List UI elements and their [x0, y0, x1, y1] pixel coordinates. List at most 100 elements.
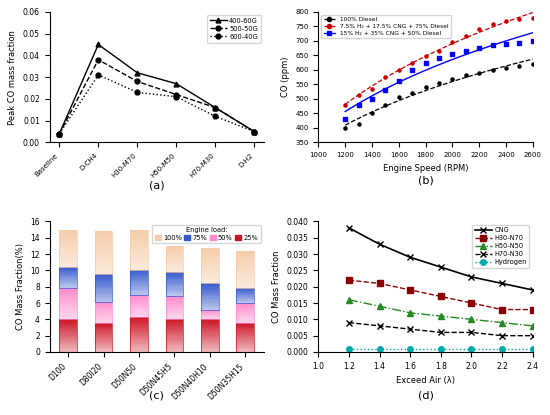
Bar: [201, 258, 219, 260]
Point: [381, 74, 390, 81]
Bar: [95, 351, 113, 352]
Bar: [130, 310, 148, 311]
Bar: [95, 300, 113, 301]
Y-axis label: Peak CO mass fraction: Peak CO mass fraction: [8, 30, 18, 124]
Bar: [130, 283, 148, 285]
H50-N50: [407, 310, 414, 315]
Bar: [59, 232, 77, 233]
Bar: [166, 263, 183, 264]
Bar: [130, 234, 148, 236]
Bar: [166, 330, 183, 331]
H30-N70: [376, 281, 383, 286]
Bar: [166, 290, 183, 291]
Title: (d): (d): [417, 391, 433, 400]
Bar: [59, 297, 77, 299]
Bar: [236, 350, 254, 351]
Point: [448, 51, 456, 57]
Bar: [59, 347, 77, 348]
Bar: [59, 299, 77, 300]
CNG: [530, 288, 536, 293]
H70-N30: [530, 333, 536, 338]
Bar: [166, 333, 183, 334]
Bar: [95, 247, 113, 249]
Bar: [236, 251, 254, 253]
Bar: [59, 265, 77, 267]
Bar: [236, 345, 254, 346]
Bar: [130, 343, 148, 344]
Hydrogen: [468, 346, 475, 351]
Bar: [95, 277, 113, 278]
Bar: [130, 322, 148, 323]
Point: [461, 48, 470, 54]
Bar: [236, 271, 254, 273]
Bar: [201, 328, 219, 329]
500-50G: [212, 105, 218, 110]
Point: [515, 62, 524, 69]
Bar: [59, 342, 77, 343]
Bar: [59, 270, 77, 271]
Bar: [236, 302, 254, 303]
Bar: [166, 260, 183, 261]
Bar: [166, 278, 183, 279]
Bar: [130, 273, 148, 275]
Bar: [59, 295, 77, 297]
Bar: [130, 291, 148, 292]
600-40G: [251, 129, 257, 134]
X-axis label: Exceed Air (λ): Exceed Air (λ): [396, 376, 455, 385]
Bar: [130, 305, 148, 306]
Point: [529, 61, 537, 67]
Bar: [59, 284, 77, 286]
Bar: [130, 287, 148, 288]
H30-N70: [530, 307, 536, 312]
Bar: [95, 293, 113, 294]
Bar: [95, 231, 113, 274]
Bar: [166, 323, 183, 324]
Bar: [201, 320, 219, 352]
Bar: [130, 293, 148, 295]
Bar: [130, 251, 148, 254]
H70-N30: [438, 330, 444, 335]
Bar: [95, 349, 113, 350]
CNG: [346, 225, 353, 230]
Bar: [201, 336, 219, 337]
Bar: [130, 342, 148, 343]
Bar: [130, 317, 148, 318]
Bar: [236, 262, 254, 264]
Bar: [236, 338, 254, 339]
400-60G: [134, 70, 141, 75]
Bar: [201, 256, 219, 258]
Bar: [166, 254, 183, 255]
Bar: [59, 339, 77, 340]
Title: (b): (b): [417, 176, 433, 186]
Bar: [236, 310, 254, 311]
Bar: [95, 350, 113, 351]
Bar: [95, 340, 113, 341]
Line: 400-60G: 400-60G: [57, 42, 257, 136]
Bar: [95, 320, 113, 322]
Bar: [59, 256, 77, 258]
Bar: [95, 240, 113, 242]
Bar: [166, 256, 183, 258]
Bar: [201, 304, 219, 305]
Bar: [201, 273, 219, 274]
Bar: [130, 331, 148, 332]
Bar: [95, 346, 113, 347]
Bar: [201, 329, 219, 330]
Bar: [95, 315, 113, 317]
H50-N50: [499, 320, 505, 325]
Bar: [166, 281, 183, 283]
Point: [341, 101, 350, 108]
Bar: [166, 261, 183, 263]
Bar: [95, 270, 113, 272]
Bar: [201, 343, 219, 344]
Point: [502, 41, 510, 48]
Bar: [95, 272, 113, 274]
Bar: [130, 324, 148, 325]
Bar: [201, 282, 219, 283]
Bar: [236, 296, 254, 297]
Bar: [236, 275, 254, 276]
Bar: [130, 329, 148, 330]
Bar: [95, 324, 113, 325]
Bar: [130, 346, 148, 347]
Bar: [59, 252, 77, 254]
